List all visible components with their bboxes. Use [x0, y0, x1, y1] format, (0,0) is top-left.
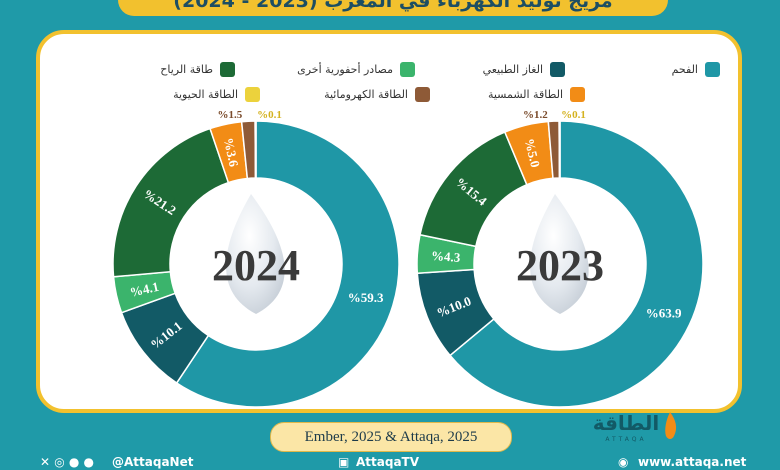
legend-label: الطاقة الحيوية: [173, 88, 238, 101]
legend-swatch: [705, 62, 720, 77]
legend-item-wind: طاقة الرياح: [125, 62, 235, 77]
footer-tv-handle[interactable]: AttaqaTV: [356, 455, 420, 469]
legend-item-hydro: الطاقة الكهرومائية: [270, 87, 430, 102]
legend-swatch: [550, 62, 565, 77]
footer-website[interactable]: www.attaqa.net: [638, 455, 747, 469]
donut-slice: [175, 120, 400, 408]
social-icons-left[interactable]: ✕ ◎ ● ●: [40, 455, 94, 469]
attaqa-logo: الطاقة ATTAQA: [593, 411, 680, 443]
slice-label: %1.2: [523, 109, 548, 121]
source-label: Ember, 2025 & Attaqa, 2025: [270, 422, 512, 452]
legend-label: مصادر أحفورية أخرى: [297, 63, 393, 76]
footer-social-handle[interactable]: @AttaqaNet: [112, 455, 194, 469]
legend-item-bio: الطاقة الحيوية: [150, 87, 260, 102]
footer: ✕ ◎ ● ● @AttaqaNet ▣ AttaqaTV ◉ www.atta…: [0, 455, 780, 470]
source-text: Ember, 2025 & Attaqa, 2025: [304, 428, 478, 445]
slice-label: %0.1: [561, 109, 586, 121]
legend-swatch: [245, 87, 260, 102]
year-title: 2023: [516, 241, 604, 290]
legend-label: الفحم: [671, 63, 698, 76]
legend-swatch: [570, 87, 585, 102]
title-banner: مزيج توليد الكهرباء في المغرب (2023 - 20…: [118, 0, 668, 16]
slice-label: %4.1: [128, 279, 160, 300]
legend-item-solar: الطاقة الشمسية: [425, 87, 585, 102]
svg-text:ATTAQA: ATTAQA: [605, 436, 646, 443]
slice-label: %1.5: [218, 109, 243, 121]
legend-label: الطاقة الشمسية: [487, 88, 563, 101]
slice-label: %0.1: [257, 109, 282, 121]
donut-slice: [558, 120, 561, 179]
legend-item-other-fossil: مصادر أحفورية أخرى: [255, 62, 415, 77]
drop-watermark-icon: [226, 194, 285, 314]
tv-icon: ▣: [338, 455, 350, 469]
donut-slice: [254, 120, 257, 179]
svg-text:الطاقة: الطاقة: [593, 411, 660, 435]
slice-label: %3.6: [221, 136, 242, 168]
legend-label: طاقة الرياح: [160, 63, 213, 76]
slice-label: %63.9: [646, 306, 682, 321]
legend-item-gas: الغاز الطبيعي: [425, 62, 565, 77]
year-title: 2024: [212, 241, 300, 290]
legend-label: الطاقة الكهرومائية: [324, 88, 408, 101]
donut-slice: [448, 120, 704, 408]
drop-watermark-icon: [530, 194, 589, 314]
legend-swatch: [400, 62, 415, 77]
legend-swatch: [415, 87, 430, 102]
slice-label: %4.3: [431, 248, 462, 265]
legend-label: الغاز الطبيعي: [482, 63, 543, 76]
legend-item-coal: الفحم: [580, 62, 720, 77]
slice-label: %5.0: [522, 137, 543, 169]
donut-slice: [112, 127, 230, 278]
legend-swatch: [220, 62, 235, 77]
globe-icon: ◉: [618, 455, 629, 469]
banner-title: مزيج توليد الكهرباء في المغرب (2023 - 20…: [173, 0, 613, 12]
slice-label: %59.3: [348, 290, 384, 305]
